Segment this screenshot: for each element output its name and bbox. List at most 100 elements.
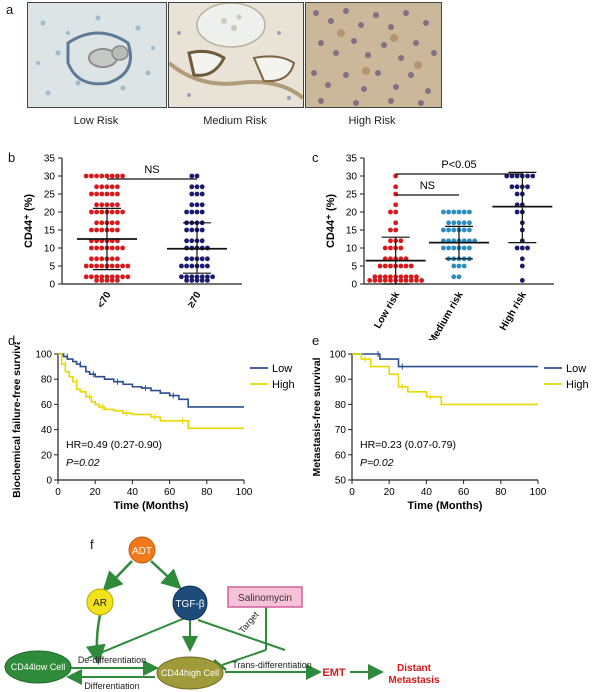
micrograph-low-risk [27, 2, 167, 108]
p-value: P=0.02 [360, 457, 394, 469]
x-tick-label: 0 [55, 487, 61, 498]
data-point [199, 209, 205, 215]
x-tick-label: High risk [498, 290, 529, 333]
data-point [519, 256, 525, 262]
data-point [115, 263, 120, 269]
y-axis-label: CD44⁺ (%) [23, 194, 35, 248]
node-metastasis-label: Metastasis [388, 675, 440, 686]
data-point [467, 209, 472, 215]
data-point [456, 220, 462, 226]
data-point [99, 278, 105, 283]
node-cd44low-label: CD44low Cell [11, 662, 66, 672]
data-point [509, 184, 515, 190]
data-point [446, 227, 451, 233]
y-tick-label: 5 [351, 262, 357, 273]
data-point [525, 173, 530, 179]
y-tick-label: 70 [335, 425, 347, 436]
data-point [104, 274, 110, 280]
data-point [94, 274, 99, 280]
data-point [388, 274, 393, 280]
x-tick-label: 80 [495, 487, 507, 498]
data-point [377, 274, 383, 280]
y-tick-label: 80 [335, 400, 347, 411]
data-point [403, 274, 409, 280]
data-point [388, 263, 393, 269]
data-point [189, 278, 195, 283]
data-point [189, 256, 195, 262]
data-point [367, 278, 373, 283]
data-point [109, 220, 115, 226]
p-value: P=0.02 [66, 457, 100, 469]
data-point [446, 220, 451, 226]
data-point [109, 173, 115, 179]
data-point [89, 256, 94, 262]
label-medium-risk: Medium Risk [203, 115, 267, 127]
y-tick-label: 15 [44, 226, 56, 237]
data-point [414, 274, 419, 280]
data-point [451, 209, 457, 215]
data-point [99, 227, 105, 233]
x-tick-label: ≥70 [186, 290, 204, 310]
data-point [199, 274, 205, 280]
data-point [194, 202, 200, 208]
data-point [94, 227, 99, 233]
data-point [184, 278, 190, 283]
data-point [441, 245, 446, 251]
x-tick-label: 60 [458, 487, 470, 498]
panel-a-letter: a [6, 2, 14, 17]
data-point [194, 278, 200, 283]
data-point [382, 278, 388, 283]
node-salinomycin-label: Salinomycin [238, 593, 292, 604]
data-point [179, 274, 184, 280]
data-point [115, 245, 120, 251]
y-axis-label: Metastasis-free survival [311, 357, 323, 476]
data-point [115, 274, 120, 280]
data-point [398, 278, 404, 283]
data-point [398, 238, 404, 244]
data-point [398, 245, 404, 251]
data-point [99, 209, 105, 215]
data-point [408, 274, 414, 280]
data-point [451, 227, 457, 233]
data-point [99, 191, 105, 197]
x-tick-label: 40 [421, 487, 433, 498]
data-point [393, 202, 399, 208]
data-point [199, 184, 205, 190]
data-point [461, 220, 467, 226]
y-tick-label: 35 [44, 154, 56, 165]
data-point [189, 191, 195, 197]
data-point [467, 245, 472, 251]
data-point [189, 209, 195, 215]
data-point [514, 191, 520, 197]
data-point [94, 263, 99, 269]
data-point [199, 227, 205, 233]
edge-dediff-label: De-differentiation [78, 655, 146, 665]
data-point [377, 263, 383, 269]
data-point [199, 191, 205, 197]
data-point [388, 209, 393, 215]
data-point [388, 238, 393, 244]
y-tick-label: 30 [44, 172, 56, 183]
data-point [393, 184, 399, 190]
edge-target-label: Target [237, 609, 261, 635]
edge-trans-label: Trans-differentiation [232, 660, 312, 670]
y-tick-label: 0 [46, 476, 52, 487]
data-point [530, 173, 536, 179]
data-point [408, 278, 414, 283]
data-point [115, 256, 120, 262]
x-tick-label: Medium risk [427, 290, 466, 340]
data-point [104, 191, 110, 197]
data-point [461, 263, 467, 269]
hazard-ratio: HR=0.23 (0.07-0.79) [360, 439, 456, 451]
x-tick-label: 20 [90, 487, 102, 498]
node-tgfb [172, 585, 208, 621]
data-point [382, 274, 388, 280]
data-point [461, 245, 467, 251]
node-salinomycin [227, 586, 303, 608]
x-tick-label: 80 [201, 487, 213, 498]
survival-curve-high [352, 353, 538, 406]
data-point [194, 209, 200, 215]
data-point [109, 209, 115, 215]
data-point [99, 220, 105, 226]
data-point [104, 173, 110, 179]
